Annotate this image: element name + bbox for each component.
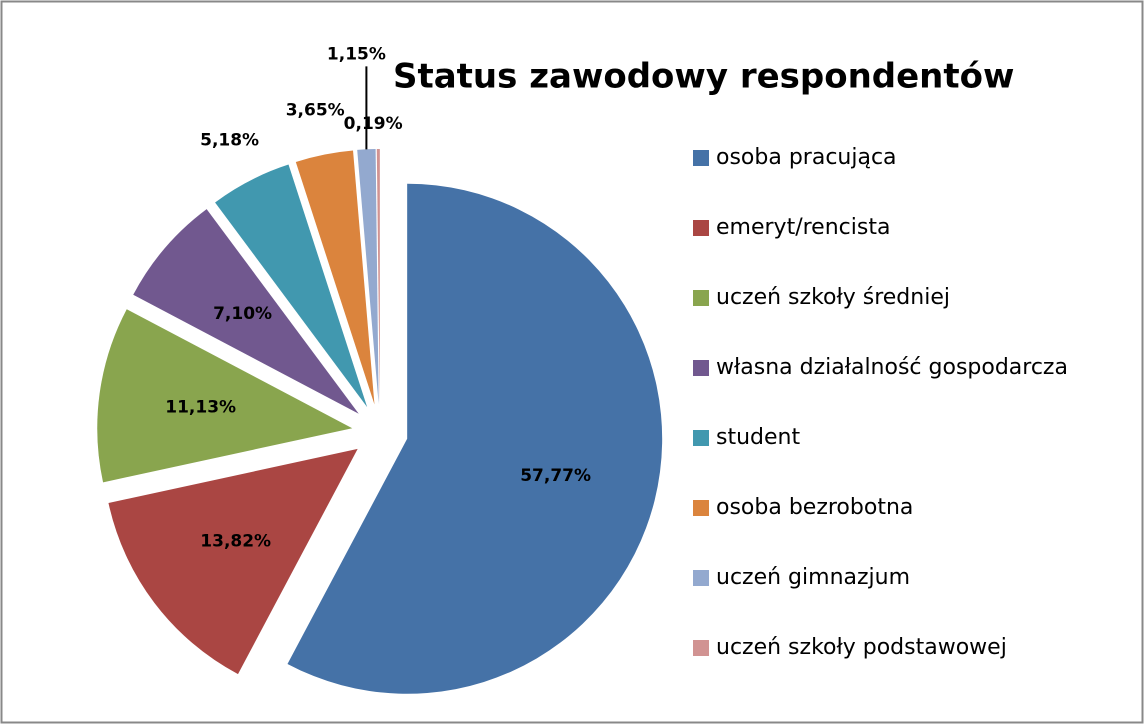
- data-label: 0,19%: [344, 114, 403, 134]
- legend-swatch: [693, 570, 709, 586]
- legend-label: własna działalność gospodarcza: [716, 355, 1068, 380]
- legend-swatch: [693, 430, 709, 446]
- data-label: 7,10%: [213, 304, 272, 324]
- legend-label: emeryt/rencista: [716, 215, 890, 240]
- pie-slice: [215, 164, 368, 408]
- pie-slice: [287, 183, 663, 694]
- pie-slice: [133, 209, 359, 414]
- pie-slice: [295, 150, 375, 405]
- pie-slice: [97, 309, 353, 483]
- legend-label: uczeń szkoły średniej: [716, 285, 950, 310]
- legend-label: uczeń szkoły podstawowej: [716, 635, 1007, 660]
- chart-title: Status zawodowy respondentów: [393, 57, 1014, 97]
- pie-slice: [357, 149, 379, 405]
- legend-label: osoba pracująca: [716, 145, 897, 170]
- legend-swatch: [693, 290, 709, 306]
- pie-slice: [108, 448, 358, 675]
- data-label: 1,15%: [327, 44, 386, 64]
- legend-swatch: [693, 150, 709, 166]
- data-label: 11,13%: [165, 397, 236, 417]
- legend-swatch: [693, 500, 709, 516]
- data-label: 57,77%: [520, 466, 591, 486]
- data-label: 5,18%: [200, 131, 259, 151]
- data-label: 3,65%: [286, 100, 345, 120]
- legend-label: student: [716, 425, 800, 450]
- pie-slice: [376, 149, 380, 405]
- legend-label: osoba bezrobotna: [716, 495, 913, 520]
- legend-swatch: [693, 360, 709, 376]
- legend-swatch: [693, 640, 709, 656]
- legend-swatch: [693, 220, 709, 236]
- legend-label: uczeń gimnazjum: [716, 565, 910, 590]
- data-label: 13,82%: [200, 531, 271, 551]
